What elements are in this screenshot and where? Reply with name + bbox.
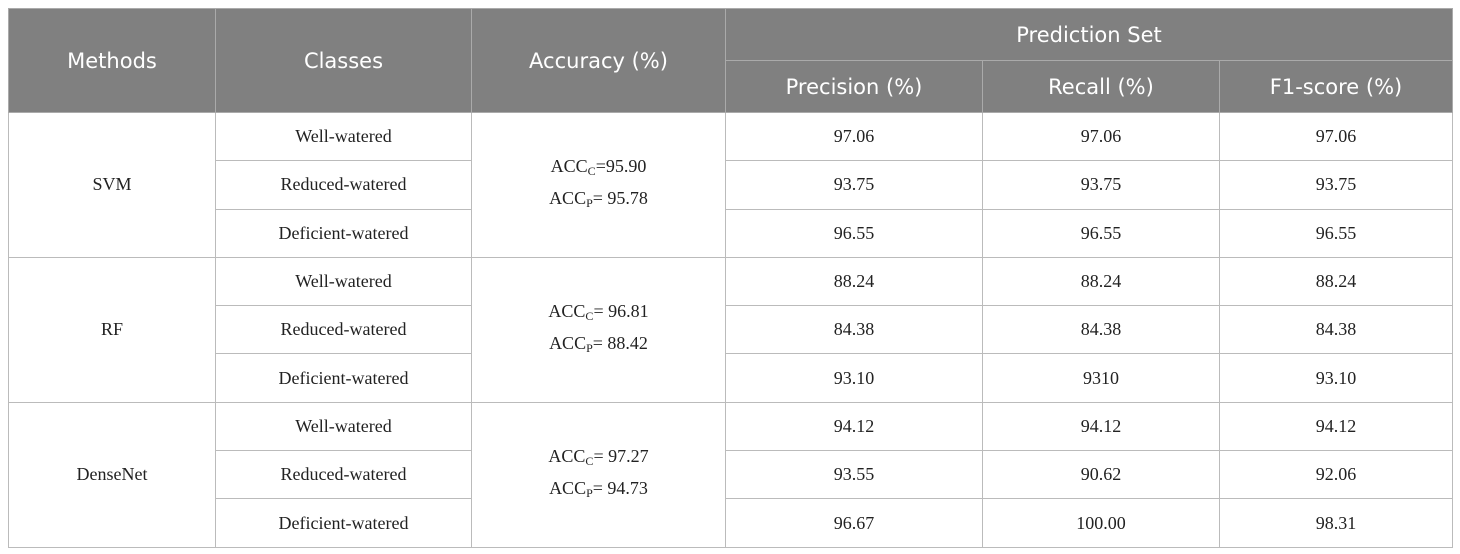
- header-cell: Methods: [8, 8, 216, 113]
- table-header: Methods Classes Accuracy (%) Prediction …: [8, 8, 1453, 113]
- accuracy-cell: ACCC= 96.81 ACCP= 88.42: [471, 256, 726, 403]
- metric-cell: 84.38: [1219, 305, 1453, 355]
- table-row: SVM Well-watered ACCC=95.90 ACCP= 95.78 97.0…: [8, 111, 1453, 258]
- metric-cell: 96.55: [725, 208, 983, 258]
- header-cell: Recall (%): [982, 60, 1220, 113]
- metric-cell: 93.10: [1219, 353, 1453, 403]
- metric-cell: 88.24: [982, 256, 1220, 307]
- header-cell: Precision (%): [725, 60, 983, 113]
- table-row: Reduced-watered 93.55 90.62 92.06: [9, 450, 1453, 500]
- class-cell: Deficient-watered: [215, 498, 472, 548]
- metric-cell: 93.10: [725, 353, 983, 403]
- accuracy-cell: ACCC=95.90 ACCP= 95.78: [471, 112, 726, 258]
- table-row: Reduced-watered 84.38 84.38 84.38: [9, 305, 1453, 355]
- metric-cell: 88.24: [1219, 256, 1453, 307]
- metric-cell: 98.31: [1219, 498, 1453, 548]
- accuracy-subscript: P: [586, 340, 593, 355]
- method-cell: RF: [8, 256, 216, 403]
- table-row: DenseNet Well-watered ACCC= 97.27 ACCP= 94.…: [8, 401, 1453, 548]
- class-cell: Deficient-watered: [215, 208, 472, 258]
- metric-cell: 9310: [982, 353, 1220, 403]
- table-row: Deficient-watered 96.55 96.55 96.55: [9, 208, 1453, 258]
- metric-cell: 96.55: [1219, 208, 1453, 258]
- metric-cell: 100.00: [982, 498, 1220, 548]
- metric-cell: 93.75: [982, 160, 1220, 210]
- header-cell: Classes: [215, 8, 472, 113]
- table-body: SVM Well-watered ACCC=95.90 ACCP= 95.78 97.0…: [8, 111, 1453, 548]
- accuracy-subscript: C: [587, 163, 596, 178]
- accuracy-subscript: P: [586, 485, 593, 500]
- accuracy-line: ACCP= 94.73: [472, 475, 725, 507]
- header-cell: F1-score (%): [1219, 60, 1453, 113]
- class-cell: Well-watered: [215, 256, 472, 307]
- metric-cell: 97.06: [982, 111, 1220, 162]
- metric-cell: 92.06: [1219, 450, 1453, 500]
- metric-cell: 96.67: [725, 498, 983, 548]
- header-cell: Prediction Set: [725, 8, 1453, 61]
- class-cell: Well-watered: [215, 401, 472, 452]
- accuracy-subscript: C: [585, 308, 594, 323]
- accuracy-line: ACCP= 95.78: [472, 185, 725, 217]
- metric-cell: 96.55: [982, 208, 1220, 258]
- metric-cell: 94.12: [1219, 401, 1453, 452]
- accuracy-line: ACCC=95.90: [472, 153, 725, 185]
- accuracy-name: ACC: [549, 332, 587, 353]
- results-table: Methods Classes Accuracy (%) Prediction …: [8, 8, 1453, 548]
- metric-cell: 97.06: [1219, 111, 1453, 162]
- metric-cell: 94.12: [725, 401, 983, 452]
- accuracy-name: ACC: [548, 445, 586, 466]
- header-row: Precision (%) Recall (%) F1-score (%): [9, 60, 1453, 113]
- metric-cell: 90.62: [982, 450, 1220, 500]
- header-row: Methods Classes Accuracy (%) Prediction …: [8, 8, 1453, 113]
- metric-cell: 88.24: [725, 256, 983, 307]
- accuracy-name: ACC: [548, 300, 586, 321]
- metric-cell: 94.12: [982, 401, 1220, 452]
- header-cell: Accuracy (%): [471, 8, 726, 113]
- class-cell: Reduced-watered: [215, 160, 472, 210]
- accuracy-line: ACCC= 96.81: [472, 298, 725, 330]
- accuracy-value: = 96.81: [593, 300, 649, 321]
- accuracy-value: = 97.27: [593, 445, 649, 466]
- accuracy-cell: ACCC= 97.27 ACCP= 94.73: [471, 401, 726, 548]
- accuracy-subscript: P: [586, 195, 593, 210]
- metric-cell: 93.75: [1219, 160, 1453, 210]
- class-cell: Deficient-watered: [215, 353, 472, 403]
- metric-cell: 93.55: [725, 450, 983, 500]
- table-row: Deficient-watered 93.10 9310 93.10: [9, 353, 1453, 403]
- metric-cell: 84.38: [982, 305, 1220, 355]
- class-cell: Well-watered: [215, 111, 472, 162]
- accuracy-value: =95.90: [595, 155, 647, 176]
- accuracy-value: = 88.42: [592, 332, 648, 353]
- accuracy-name: ACC: [549, 477, 587, 498]
- accuracy-name: ACC: [550, 155, 588, 176]
- accuracy-name: ACC: [549, 187, 587, 208]
- accuracy-line: ACCP= 88.42: [472, 330, 725, 362]
- metric-cell: 97.06: [725, 111, 983, 162]
- accuracy-subscript: C: [585, 453, 594, 468]
- table-row: Reduced-watered 93.75 93.75 93.75: [9, 160, 1453, 210]
- accuracy-line: ACCC= 97.27: [472, 443, 725, 475]
- method-cell: SVM: [8, 112, 216, 258]
- accuracy-value: = 95.78: [592, 187, 648, 208]
- table-row: Deficient-watered 96.67 100.00 98.31: [9, 498, 1453, 548]
- table-row: RF Well-watered ACCC= 96.81 ACCP= 88.42 88.2…: [8, 256, 1453, 403]
- class-cell: Reduced-watered: [215, 450, 472, 500]
- metric-cell: 93.75: [725, 160, 983, 210]
- metric-cell: 84.38: [725, 305, 983, 355]
- accuracy-value: = 94.73: [592, 477, 648, 498]
- class-cell: Reduced-watered: [215, 305, 472, 355]
- method-cell: DenseNet: [8, 401, 216, 548]
